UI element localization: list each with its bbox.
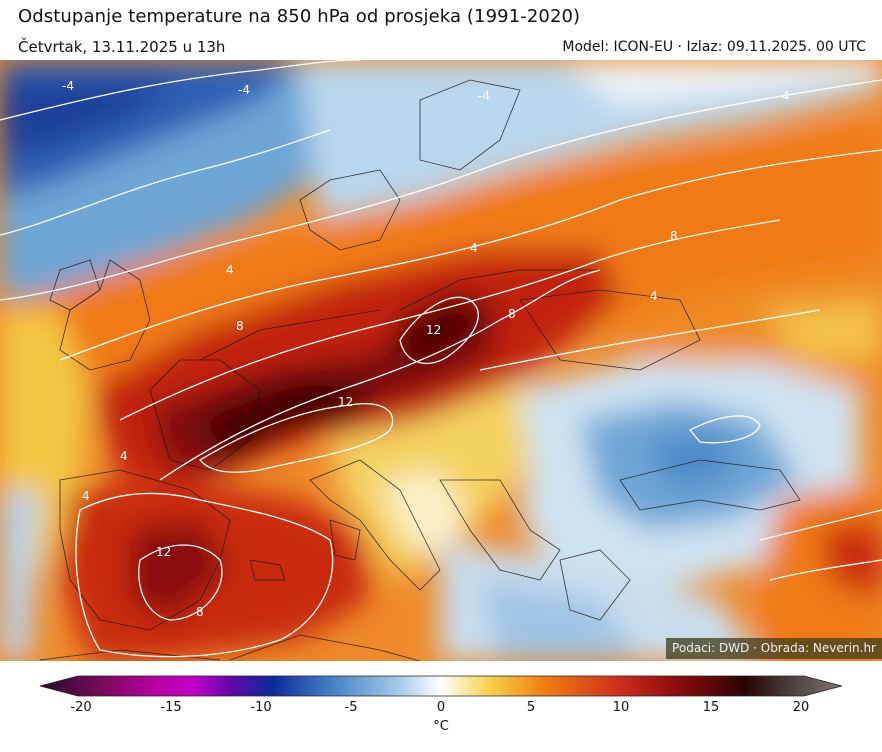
data-credit: Podaci: DWD · Obrada: Neverin.hr [666,638,882,659]
contour-label: -4 [478,89,490,103]
anomaly-map: -4 -4 -4 4 4 4 4 4 8 8 8 8 12 12 12 4 [0,60,882,661]
colorbar-tick: -5 [344,700,358,715]
colorbar-tick: 10 [612,700,630,715]
contour-label: 12 [338,395,353,409]
contour-label: 4 [470,241,478,255]
contour-label: 4 [120,449,128,463]
colorbar-tick: -10 [250,700,272,715]
colorbar-unit: °C [433,719,449,734]
contour-label: -4 [62,79,74,93]
contour-label-group: -4 -4 -4 4 4 4 4 4 8 8 8 8 12 12 12 4 [62,79,790,619]
model-info: Model: ICON-EU · Izlaz: 09.11.2025. 00 U… [562,39,866,55]
map-title: Odstupanje temperature na 850 hPa od pro… [18,6,581,27]
colorbar-tick: -20 [70,700,92,715]
contour-label: 8 [670,229,678,243]
contour-label: 4 [782,89,790,103]
contour-label: 8 [196,605,204,619]
colorbar-tick: 20 [792,700,810,715]
contour-label: 12 [426,323,441,337]
colorbar-tick: -15 [160,700,182,715]
contour-label: 12 [156,545,171,559]
coastlines [39,79,801,661]
colorbar [40,675,842,697]
contour-label: 4 [82,489,90,503]
contour-label: 8 [236,319,244,333]
valid-time: Četvrtak, 13.11.2025 u 13h [18,38,226,56]
contour-label: -4 [238,83,250,97]
contour-label: 4 [650,289,658,303]
contour-lines [0,60,882,658]
colorbar-tick: 5 [526,700,536,715]
colorbar-tick: 15 [702,700,720,715]
contour-label: 8 [508,307,516,321]
colorbar-tick: 0 [436,700,446,715]
contour-label: 4 [226,263,234,277]
